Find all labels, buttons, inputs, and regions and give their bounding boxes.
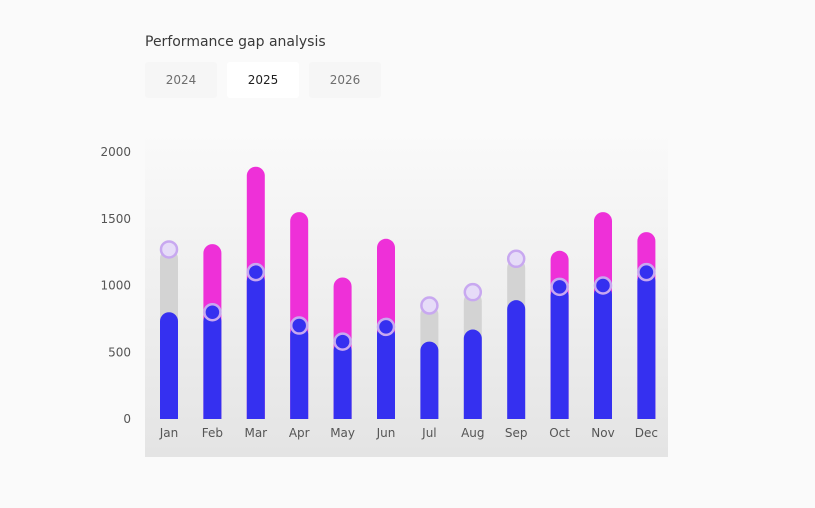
plot-background [145, 130, 668, 457]
year-tabs: 2024 2025 2026 [145, 62, 381, 98]
bar-group-aug [463, 282, 483, 419]
actual-bar [420, 341, 439, 419]
value-marker [463, 282, 483, 302]
x-tick-label: Feb [202, 426, 223, 440]
bar-group-mar [246, 166, 266, 419]
y-axis: 0 500 1000 1500 2000 [100, 145, 131, 426]
x-tick-label: Sep [505, 426, 528, 440]
value-marker [289, 316, 309, 335]
value-marker [506, 249, 526, 269]
value-marker [159, 240, 179, 259]
bar-group-jan [159, 240, 179, 419]
x-tick-label: Apr [289, 426, 310, 440]
x-axis: Jan Feb Mar Apr May Jun Jul Aug Sep Oct Nov Dec [159, 426, 658, 440]
actual-bar [333, 341, 352, 419]
value-marker [333, 332, 352, 351]
actual-bar [377, 325, 395, 419]
value-marker [550, 277, 569, 297]
x-tick-label: Jan [159, 426, 179, 440]
y-tick-label: 1000 [100, 279, 131, 293]
bar-group-jun [376, 238, 396, 419]
value-marker [376, 317, 396, 337]
x-tick-label: Oct [549, 426, 570, 440]
x-tick-label: Mar [244, 426, 267, 440]
bar-group-sep [506, 249, 526, 419]
bar-group-apr [289, 212, 309, 419]
y-tick-label: 500 [108, 345, 131, 359]
y-tick-label: 2000 [100, 145, 131, 159]
x-tick-label: Dec [635, 426, 658, 440]
tab-2024[interactable]: 2024 [145, 62, 217, 98]
bar-group-jul [420, 296, 439, 419]
bar-group-may [333, 277, 352, 419]
value-marker [203, 302, 222, 322]
value-marker [637, 262, 656, 282]
x-tick-label: Jul [421, 426, 436, 440]
actual-bar [246, 272, 265, 419]
bar-group-feb [203, 244, 222, 419]
bar-group-nov [593, 212, 613, 419]
tab-2026[interactable]: 2026 [309, 62, 381, 98]
bar-group-oct [550, 250, 569, 419]
x-tick-label: Jun [376, 426, 396, 440]
actual-bar [637, 272, 656, 419]
x-tick-label: Aug [461, 426, 484, 440]
x-tick-label: Nov [591, 426, 614, 440]
actual-bar [594, 285, 612, 419]
actual-bar [290, 325, 309, 419]
y-tick-label: 0 [123, 412, 131, 426]
actual-bar [507, 300, 526, 419]
value-marker [246, 262, 266, 282]
actual-bar [160, 312, 178, 419]
actual-bar [550, 286, 569, 419]
tab-2025[interactable]: 2025 [227, 62, 299, 98]
value-marker [593, 276, 613, 295]
bars [159, 166, 656, 419]
actual-bar [203, 312, 222, 419]
chart-title: Performance gap analysis [145, 34, 326, 50]
y-tick-label: 1500 [100, 212, 131, 226]
bar-group-dec [637, 232, 656, 419]
value-marker [420, 296, 439, 315]
actual-bar [463, 329, 482, 419]
x-tick-label: May [330, 426, 355, 440]
